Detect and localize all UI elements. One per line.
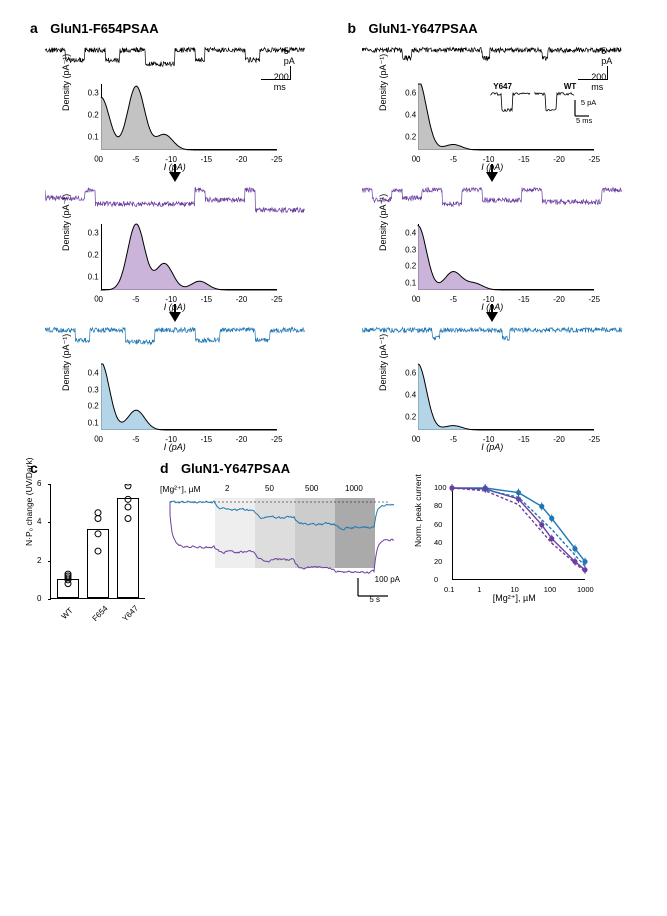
b-uv-hist: Density (pA⁻¹)I (pA)00.10.20.30.40-5-10-… (382, 220, 602, 310)
a-uv-hist: Density (pA⁻¹)I (pA)00.10.20.30-5-10-15-… (65, 220, 285, 310)
b-blue-trace (362, 324, 622, 358)
top-row: a GluN1-F654PSAA 5 pA 200 ms Density (pA… (30, 20, 637, 450)
dose-curve: Norm. peak current [Mg²⁺], µM 0.11101001… (418, 482, 593, 602)
panel-d-label: d (160, 460, 169, 476)
panel-a-title: GluN1-F654PSAA (50, 21, 158, 36)
c-ylabel: N·P₀ change (UV/Dark) (24, 457, 34, 546)
arrow-icon (169, 172, 181, 182)
panel-a: a GluN1-F654PSAA 5 pA 200 ms Density (pA… (30, 20, 320, 450)
b-uv-trace (362, 184, 622, 218)
panel-b-header: b GluN1-Y647PSAA (348, 20, 478, 38)
dose-trace: [Mg²⁺], µM 2505001000100 pA5 s (160, 482, 400, 602)
sb-y: 5 pA (601, 46, 612, 66)
b-dark-trace: 5 pA 200 ms (362, 44, 622, 78)
sb-y: 5 pA (284, 46, 295, 66)
b-blue-hist: Density (pA⁻¹)I (pA)00.20.40.60-5-10-15-… (382, 360, 602, 450)
panel-c: c N·P₀ change (UV/Dark) 0246WTF654Y647 (30, 460, 140, 602)
panel-b: b GluN1-Y647PSAA 5 pA 200 ms Y647 WT (348, 20, 638, 450)
panel-b-label: b (348, 20, 357, 36)
panel-d-title: GluN1-Y647PSAA (181, 461, 290, 476)
panel-d-header: d GluN1-Y647PSAA (160, 460, 637, 478)
bottom-row: c N·P₀ change (UV/Dark) 0246WTF654Y647 d… (30, 460, 637, 602)
panel-b-title: GluN1-Y647PSAA (369, 21, 478, 36)
arrow-icon (486, 312, 498, 322)
a-blue-trace (45, 324, 305, 358)
panel-d: d GluN1-Y647PSAA [Mg²⁺], µM 250500100010… (160, 460, 637, 602)
b-dark-hist: Y647 WT 5 pA 5 ms Density (pA⁻¹)I (pA)00… (382, 80, 602, 170)
a-dark-hist: Density (pA⁻¹)I (pA)00.10.20.30-5-10-15-… (65, 80, 285, 170)
bar-chart: N·P₀ change (UV/Dark) 0246WTF654Y647 (50, 484, 145, 599)
a-uv-trace (45, 184, 305, 218)
panel-a-header: a GluN1-F654PSAA (30, 20, 159, 38)
arrow-icon (486, 172, 498, 182)
arrow-icon (169, 312, 181, 322)
panel-a-label: a (30, 20, 38, 36)
a-blue-hist: Density (pA⁻¹)I (pA)00.10.20.30.40-5-10-… (65, 360, 285, 450)
a-dark-trace: 5 pA 200 ms (45, 44, 305, 78)
